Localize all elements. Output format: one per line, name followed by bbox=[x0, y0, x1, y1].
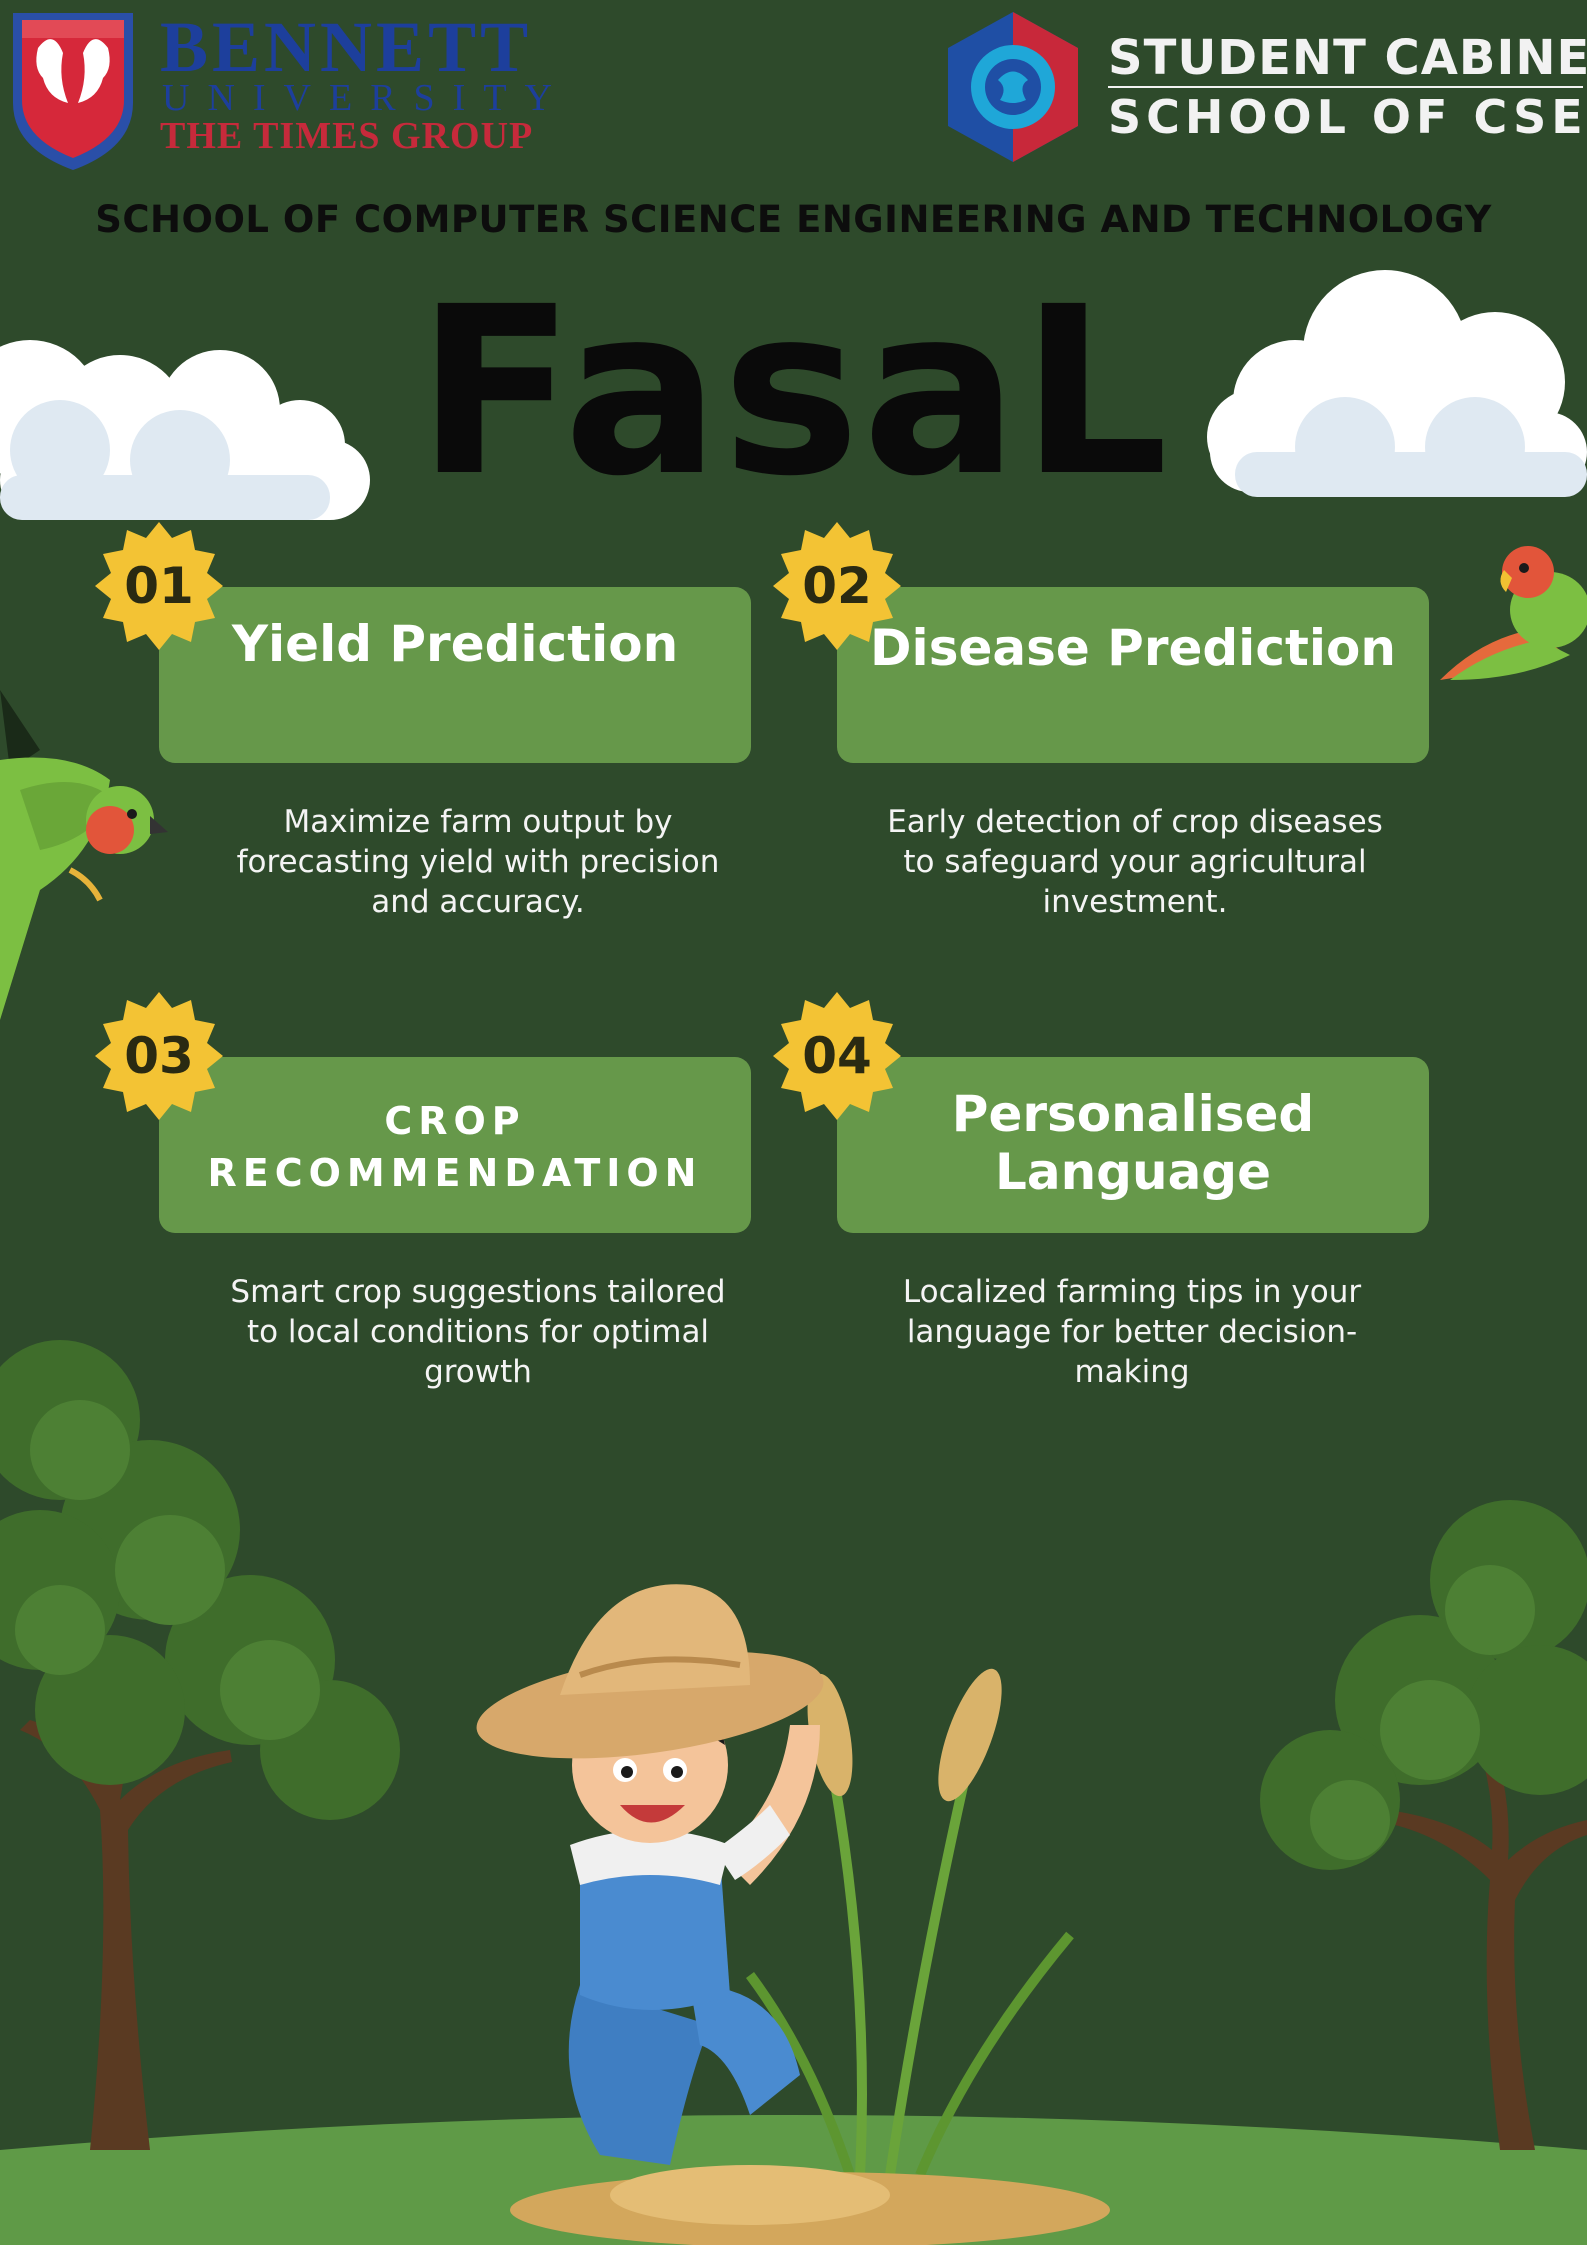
wheat-icon bbox=[745, 1668, 1074, 2177]
university-name: BENNETT bbox=[160, 7, 533, 87]
feature-description: Early detection of crop diseases to safe… bbox=[887, 804, 1383, 920]
student-cabinet-icon bbox=[948, 12, 1078, 162]
university-sub: UNIVERSITY bbox=[162, 77, 570, 119]
badge-04: 04 bbox=[771, 990, 903, 1122]
cabinet-line1: STUDENT CABINET bbox=[1108, 30, 1587, 86]
tree-icon bbox=[1260, 1500, 1587, 2150]
feature-description: Localized farming tips in your language … bbox=[902, 1274, 1362, 1390]
cabinet-divider bbox=[1108, 86, 1583, 88]
badge-icon bbox=[773, 522, 901, 650]
badge-number: 03 bbox=[124, 1027, 194, 1085]
cabinet-line2: SCHOOL OF CSET bbox=[1108, 90, 1587, 144]
student-cabinet-wordmark: STUDENT CABINET SCHOOL OF CSET bbox=[1108, 32, 1587, 142]
bennett-crest-icon bbox=[13, 13, 133, 170]
badge-02: 02 bbox=[771, 520, 903, 652]
badge-number: 04 bbox=[802, 1027, 872, 1085]
feature-title: CROP RECOMMENDATION bbox=[159, 1095, 751, 1199]
parrot-icon bbox=[0, 690, 168, 1020]
badge-01: 01 bbox=[93, 520, 225, 652]
feature-card-disease-prediction: Disease Prediction bbox=[837, 587, 1429, 763]
feature-title-line2: RECOMMENDATION bbox=[207, 1151, 703, 1195]
feature-title-line2: Language bbox=[994, 1143, 1272, 1201]
feature-card-yield-prediction: Yield Prediction bbox=[159, 587, 751, 763]
badge-icon bbox=[773, 992, 901, 1120]
page-title: FasaL bbox=[416, 257, 1171, 527]
feature-card-crop-recommendation: CROP RECOMMENDATION bbox=[159, 1057, 751, 1233]
parrot-icon bbox=[1440, 546, 1587, 680]
bennett-wordmark: BENNETT UNIVERSITY THE TIMES GROUP bbox=[160, 7, 570, 157]
badge-number: 01 bbox=[124, 557, 194, 615]
badge-number: 02 bbox=[802, 557, 872, 615]
feature-title: Personalised Language bbox=[837, 1085, 1429, 1201]
feature-title: Disease Prediction bbox=[870, 619, 1396, 677]
university-group: THE TIMES GROUP bbox=[160, 115, 534, 157]
badge-icon bbox=[95, 992, 223, 1120]
feature-title-line1: CROP bbox=[384, 1099, 526, 1143]
feature-title: Yield Prediction bbox=[231, 615, 679, 673]
feature-description: Smart crop suggestions tailored to local… bbox=[230, 1274, 726, 1390]
badge-icon bbox=[95, 522, 223, 650]
feature-title-line1: Personalised bbox=[951, 1085, 1315, 1143]
feature-card-personalised-language: Personalised Language bbox=[837, 1057, 1429, 1233]
cloud-icon bbox=[1207, 270, 1587, 497]
cloud-icon bbox=[0, 340, 370, 520]
badge-03: 03 bbox=[93, 990, 225, 1122]
tree-icon bbox=[0, 1340, 400, 2150]
school-name: SCHOOL OF COMPUTER SCIENCE ENGINEERING A… bbox=[95, 198, 1492, 241]
feature-description: Maximize farm output by forecasting yiel… bbox=[236, 804, 720, 920]
farmer-illustration bbox=[476, 1584, 1110, 2245]
